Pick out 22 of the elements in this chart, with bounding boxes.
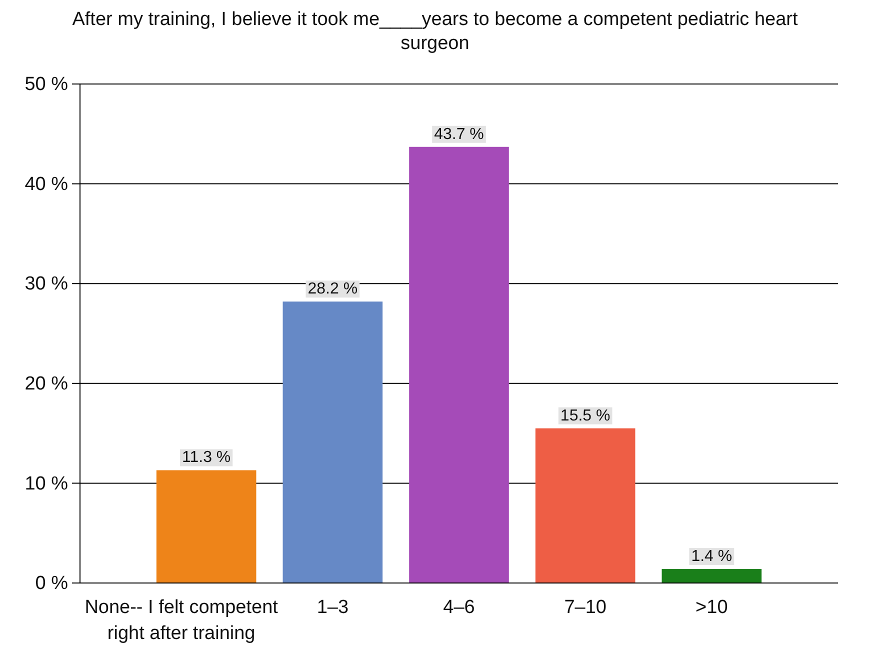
x-tick-label: None-- I felt competent right after training — [84, 597, 279, 644]
y-tick-label: 20 % — [24, 373, 68, 394]
bar — [409, 146, 509, 583]
y-tick-label: 10 % — [24, 473, 68, 494]
x-tick-label: 1–3 — [316, 597, 349, 618]
data-label: 28.2 % — [308, 280, 358, 298]
data-label: 11.3 % — [182, 449, 231, 466]
bar — [535, 428, 636, 583]
bar — [156, 470, 256, 583]
x-tick-label: >10 — [696, 597, 728, 618]
bar — [662, 569, 762, 583]
x-tick-label: 7–10 — [564, 597, 606, 618]
chart-title: After my training, I believe it took me____years to become a competent pediatric heart surgeon — [72, 9, 798, 54]
x-tick-label: 4–6 — [443, 597, 475, 618]
data-label: 1.4 % — [691, 548, 732, 566]
y-tick-label: 0 % — [35, 573, 68, 594]
y-tick-label: 40 % — [24, 174, 68, 195]
data-label: 15.5 % — [560, 407, 610, 424]
y-tick-label: 50 % — [24, 74, 68, 96]
y-tick-label: 30 % — [24, 274, 68, 295]
data-label: 43.7 % — [434, 126, 484, 143]
bar — [282, 302, 383, 583]
